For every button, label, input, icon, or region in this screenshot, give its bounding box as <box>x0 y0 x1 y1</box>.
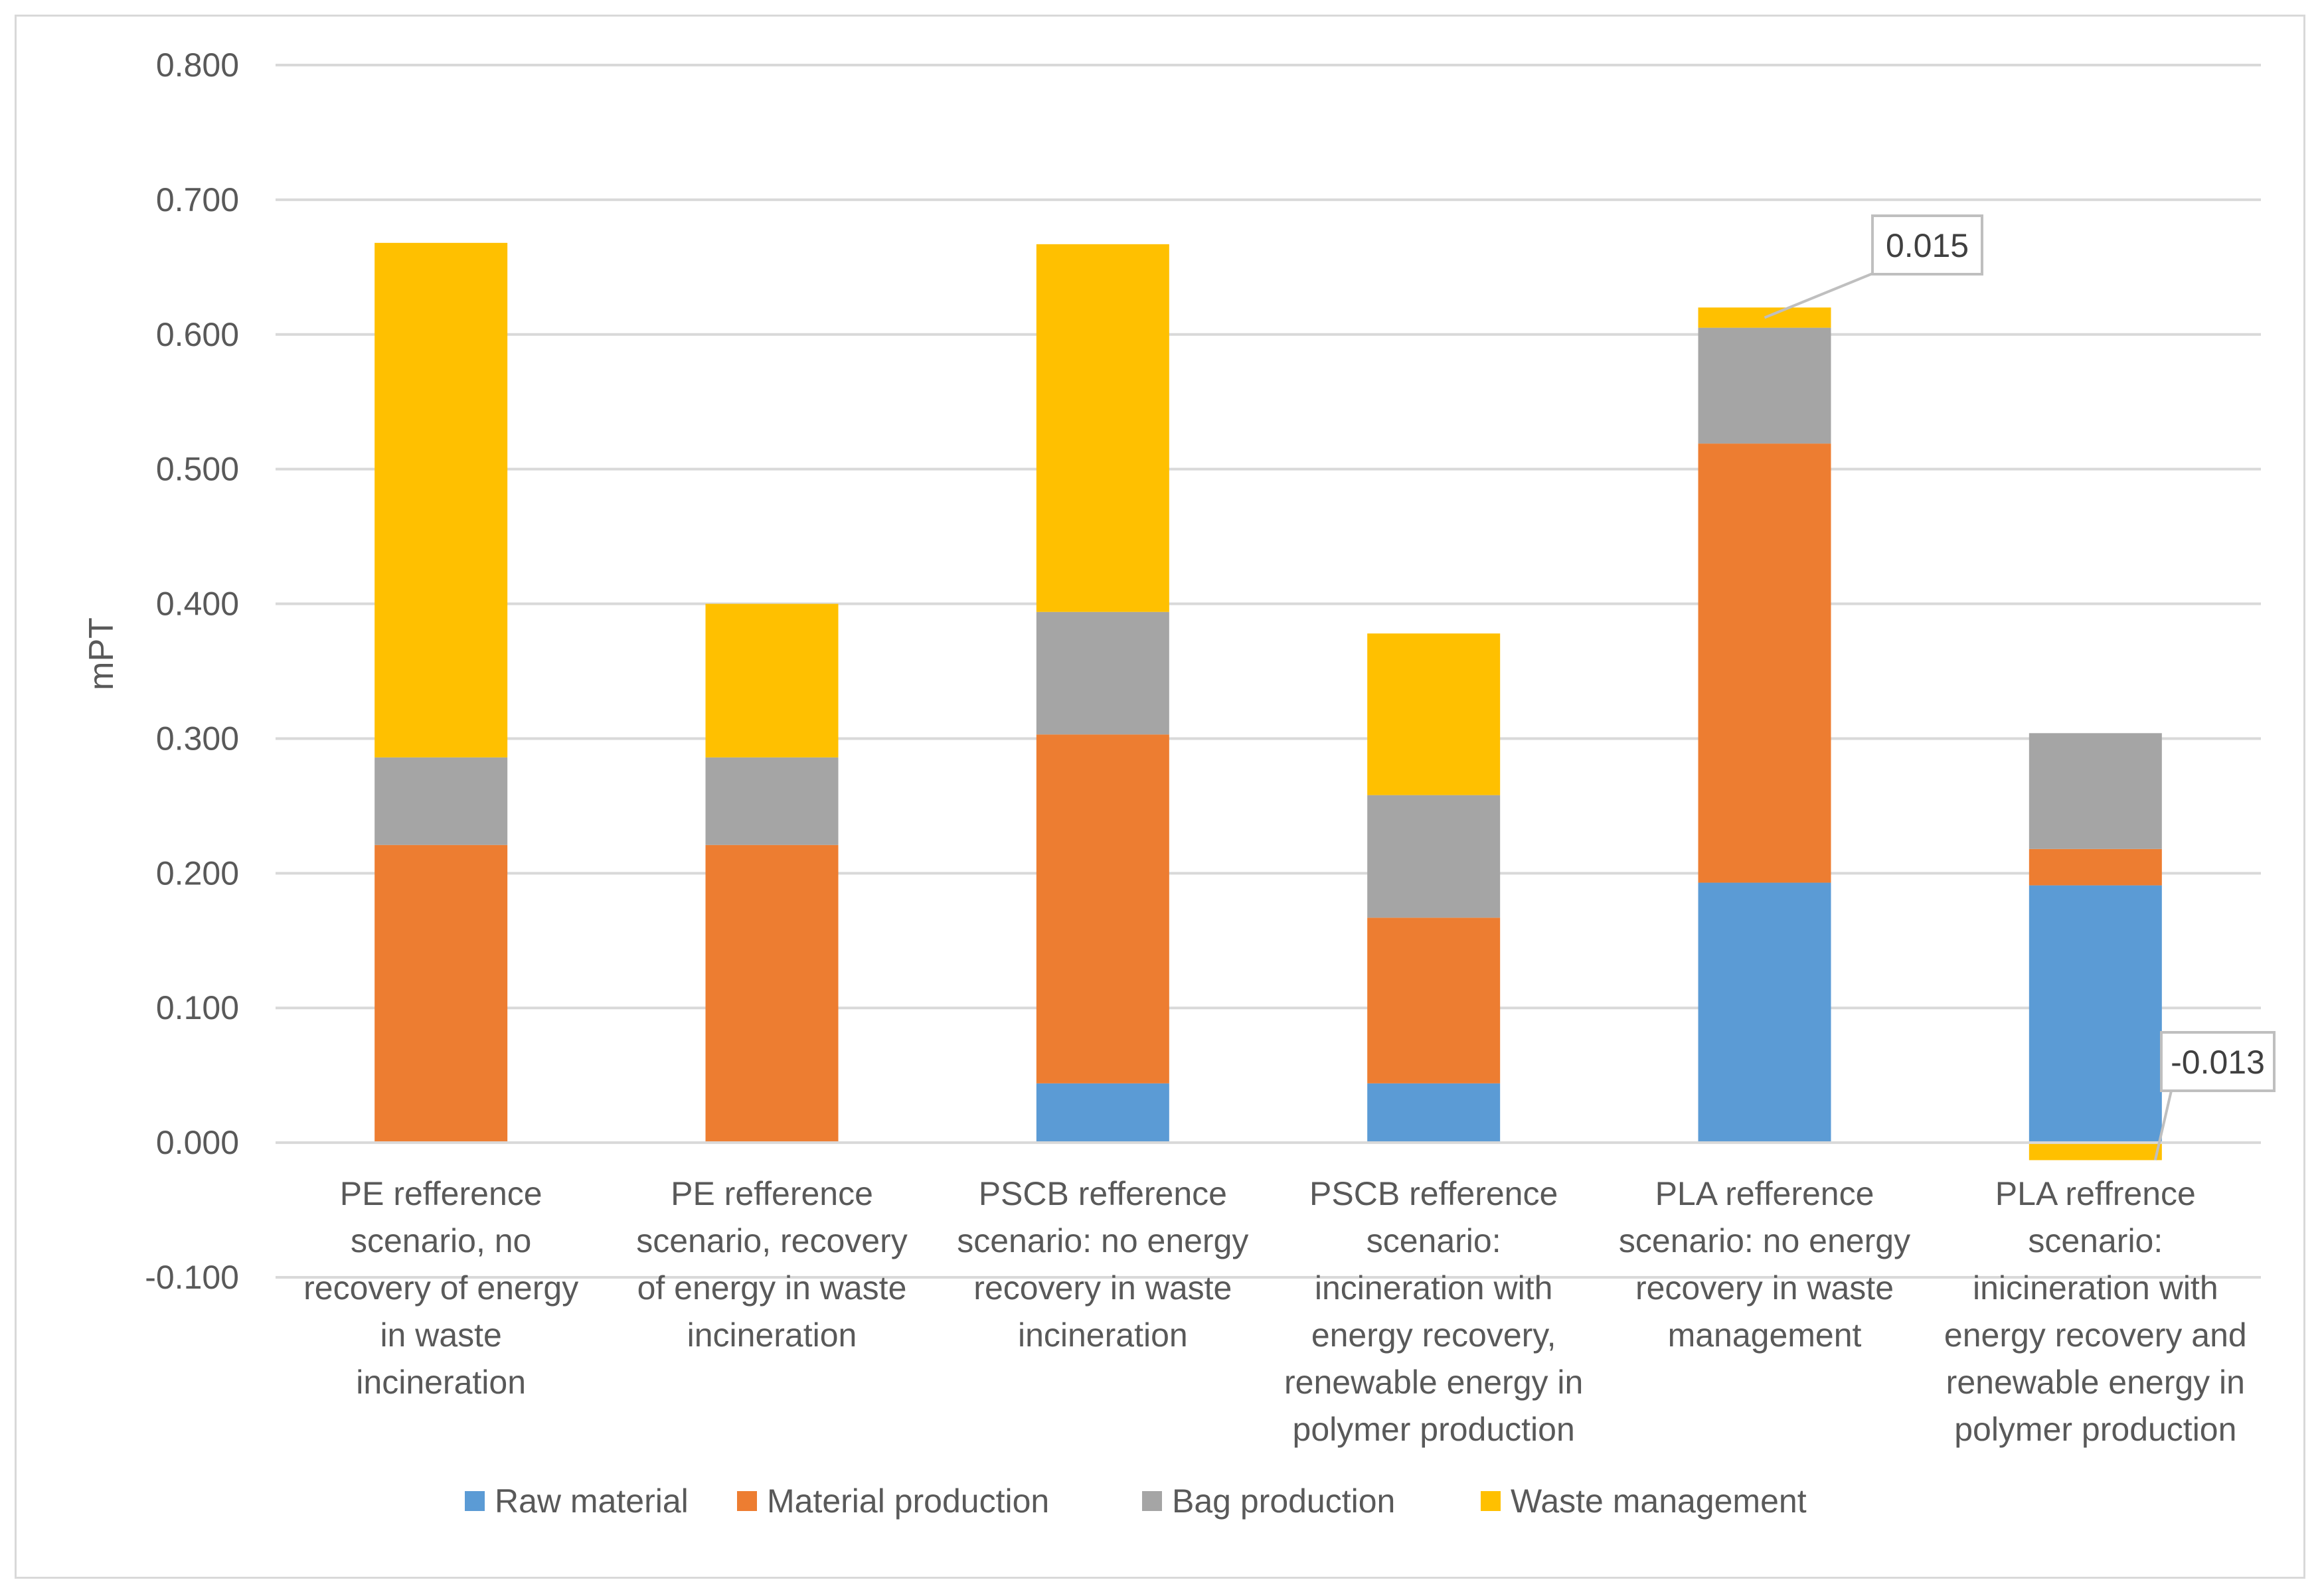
bar-segment-material-production <box>1698 443 1831 883</box>
y-tick-label: 0.500 <box>156 451 239 488</box>
bar-segment-raw-material <box>1036 1083 1169 1143</box>
data-label: 0.015 <box>1886 227 1969 264</box>
x-category-label: PLA reffrence scenario: inicineration with… <box>1944 1175 2247 1448</box>
bar-segment-waste-management <box>374 242 508 758</box>
legend: Raw material Material production Bag produ… <box>465 1482 1807 1520</box>
y-tick-label: 0.100 <box>156 989 239 1026</box>
data-labels: 0.015 -0.013 <box>1764 214 2276 1160</box>
bar-segment-bag-production <box>2029 733 2162 849</box>
x-category-label: PE refference scenario, no recovery of ene… <box>303 1175 578 1401</box>
legend-label: Waste management <box>1511 1482 1807 1520</box>
bar-segment-material-production <box>374 844 508 1143</box>
y-tick-label: 0.600 <box>156 316 239 353</box>
x-category-label: PLA refference scenario: no energy recover… <box>1619 1175 1910 1354</box>
y-tick-label: 0.200 <box>156 854 239 892</box>
legend-swatch-bag-production <box>1142 1491 1162 1511</box>
legend-label: Raw material <box>495 1482 689 1520</box>
bar-segment-material-production <box>1036 734 1169 1083</box>
legend-swatch-waste-management <box>1481 1491 1501 1511</box>
y-tick-label: 0.000 <box>156 1124 239 1161</box>
bar-segment-bag-production <box>1367 795 1501 918</box>
bar-segment-material-production <box>2029 848 2162 886</box>
y-axis-label: mPT <box>82 617 121 690</box>
data-label-box <box>2160 1031 2276 1092</box>
data-label: -0.013 <box>2171 1044 2265 1081</box>
y-tick-label: 0.400 <box>156 586 239 623</box>
bar-segment-bag-production <box>1698 327 1831 444</box>
y-tick-label: 0.800 <box>156 46 239 84</box>
legend-swatch-material-production <box>737 1491 757 1511</box>
bar-segment-bag-production <box>1036 611 1169 735</box>
x-category-label: PSCB refference scenario: no energy recove… <box>957 1175 1248 1354</box>
x-axis-categories: PE refference scenario, no recovery of ene… <box>303 1175 2247 1448</box>
bar-segment-waste-management <box>1698 307 1831 328</box>
legend-label: Material production <box>767 1482 1049 1520</box>
bar-segment-waste-management <box>1367 633 1501 795</box>
bar-segment-bag-production <box>374 757 508 845</box>
legend-swatch-raw-material <box>465 1491 485 1511</box>
bar-segment-raw-material <box>1698 882 1831 1143</box>
bars <box>374 242 2162 1160</box>
gridlines <box>276 64 2261 1279</box>
bar-segment-material-production <box>705 844 839 1143</box>
x-category-label: PE refference scenario, recovery of energy… <box>636 1175 908 1354</box>
data-label-box <box>1871 214 1983 276</box>
bar-segment-waste-management <box>1036 244 1169 612</box>
bar-segment-waste-management <box>2029 1143 2162 1160</box>
legend-label: Bag production <box>1172 1482 1395 1520</box>
bar-segment-material-production <box>1367 918 1501 1083</box>
y-axis-ticks: -0.100 0.000 0.100 0.200 0.300 0.400 0.500 0.60… <box>145 46 239 1296</box>
bar-segment-raw-material <box>2029 885 2162 1143</box>
bar-segment-raw-material <box>1367 1083 1501 1143</box>
y-tick-label: 0.700 <box>156 181 239 218</box>
x-category-label: PSCB refference scenario: incineration wit… <box>1284 1175 1583 1448</box>
bar-segment-waste-management <box>705 603 839 758</box>
y-tick-label: -0.100 <box>145 1259 239 1296</box>
y-tick-label: 0.300 <box>156 720 239 757</box>
bar-segment-bag-production <box>705 757 839 845</box>
